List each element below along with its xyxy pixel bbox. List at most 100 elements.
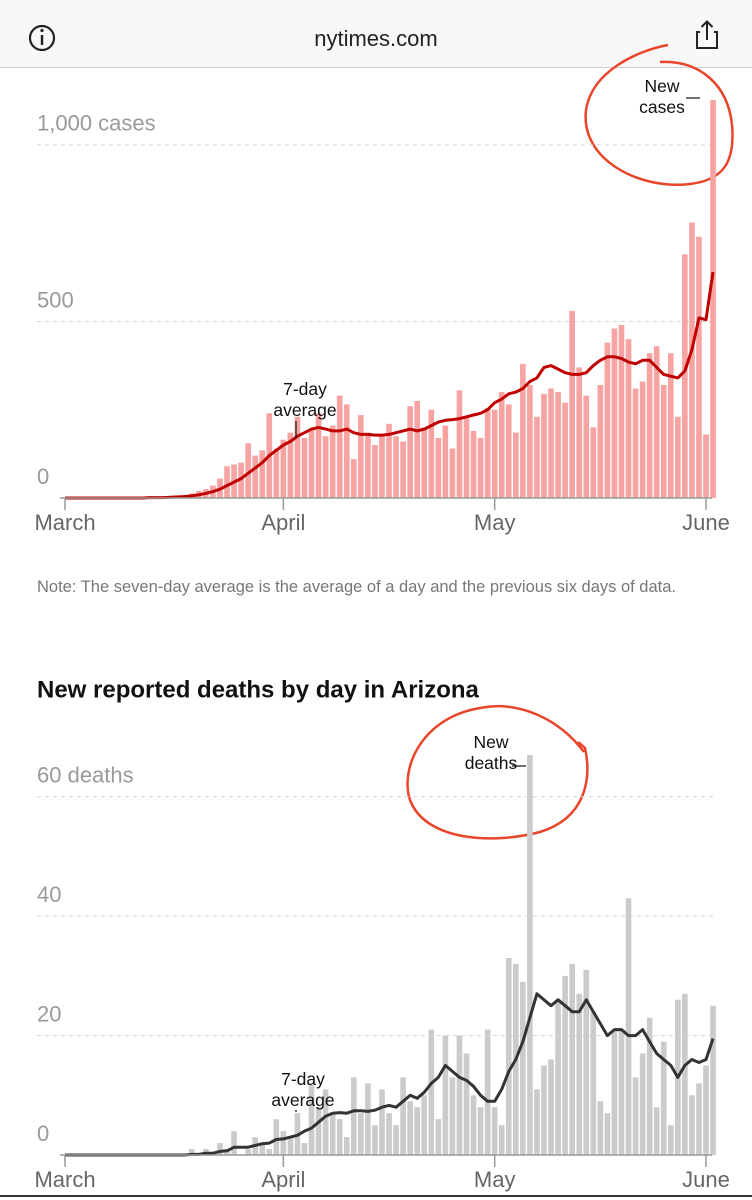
bar (484, 1029, 491, 1155)
bar (365, 1083, 371, 1155)
chart-note: Note: The seven-day average is the avera… (37, 578, 677, 596)
bar (470, 430, 477, 498)
bar (421, 1095, 428, 1155)
url[interactable]: nytimes.com (314, 26, 437, 51)
bar (329, 1113, 336, 1155)
bar (555, 999, 561, 1155)
browser-bar (0, 0, 752, 67)
bar (238, 462, 244, 498)
bar (336, 1119, 343, 1155)
bar (534, 416, 540, 498)
bar (597, 1101, 604, 1155)
bar (463, 1053, 470, 1155)
bar (456, 390, 463, 498)
bar (350, 459, 357, 498)
bar (505, 404, 512, 498)
bar (379, 1089, 385, 1155)
bar (315, 1107, 322, 1155)
y-tick-label: 60 deaths (37, 763, 134, 788)
x-tick-label: June (682, 1167, 730, 1192)
bar (217, 1143, 223, 1155)
bar (653, 346, 660, 498)
bar (245, 443, 251, 498)
series-annotation: 7-day average (271, 1069, 335, 1110)
bar (710, 100, 716, 498)
bar (442, 1035, 449, 1155)
bar (597, 385, 604, 498)
bar (273, 448, 280, 498)
bar (534, 1089, 540, 1155)
bar (372, 1125, 378, 1155)
bar (273, 1119, 280, 1155)
info-button[interactable] (28, 24, 56, 52)
bar (421, 427, 428, 498)
series-annotation: New cases (639, 76, 685, 117)
bar (456, 1035, 463, 1155)
bar (583, 395, 590, 498)
bar (407, 1101, 413, 1155)
bar (428, 1029, 435, 1155)
bar (322, 436, 329, 498)
bar (667, 353, 674, 498)
x-tick-label: June (682, 510, 730, 535)
y-tick-label: 1,000 cases (37, 111, 156, 136)
bar (618, 1029, 625, 1155)
bar (231, 1131, 237, 1155)
bar (315, 413, 322, 498)
bar (372, 445, 378, 498)
bar (252, 455, 259, 498)
bar (259, 1143, 266, 1155)
bar (653, 1107, 660, 1155)
bar (470, 1095, 477, 1155)
y-tick-label: 0 (37, 1121, 49, 1146)
bar (414, 400, 421, 498)
bar (400, 1077, 406, 1155)
y-tick-label: 40 (37, 882, 61, 907)
bar (280, 1131, 287, 1155)
bar (682, 254, 688, 498)
bar (646, 353, 653, 498)
hand-drawn-circle (584, 43, 734, 187)
bar (555, 392, 561, 498)
bar (548, 388, 554, 498)
share-button[interactable] (696, 20, 718, 49)
bar (625, 339, 632, 498)
x-tick-label: May (474, 510, 516, 535)
bar (576, 993, 583, 1155)
bar (386, 1113, 392, 1155)
series-annotation: 7-day average (273, 379, 337, 420)
bar (322, 1089, 329, 1155)
bar (386, 423, 392, 498)
bar (611, 328, 618, 498)
bar (625, 898, 632, 1155)
bar (660, 1041, 667, 1155)
bar (484, 407, 491, 498)
bar (682, 993, 688, 1155)
bar (358, 1113, 364, 1155)
bar (259, 450, 266, 498)
bar (224, 466, 230, 498)
bar (604, 1113, 611, 1155)
bar (660, 385, 667, 498)
bar (562, 975, 568, 1155)
bar (308, 429, 315, 498)
bar (512, 432, 519, 498)
y-tick-label: 500 (37, 287, 74, 312)
bar (562, 402, 568, 498)
x-tick-label: March (34, 510, 95, 535)
bar (400, 441, 406, 498)
bar (527, 754, 533, 1155)
x-tick-label: March (34, 1167, 95, 1192)
bar (365, 432, 371, 498)
bar (696, 236, 702, 499)
bar (569, 310, 575, 498)
bar (477, 437, 484, 498)
bar (329, 425, 336, 498)
bar (414, 1107, 421, 1155)
bar (336, 395, 343, 498)
chart-title: New reported deaths by day in Arizona (37, 676, 480, 703)
bar (350, 1077, 357, 1155)
bar (449, 1077, 456, 1155)
bar (541, 1065, 547, 1155)
bar (569, 963, 575, 1155)
